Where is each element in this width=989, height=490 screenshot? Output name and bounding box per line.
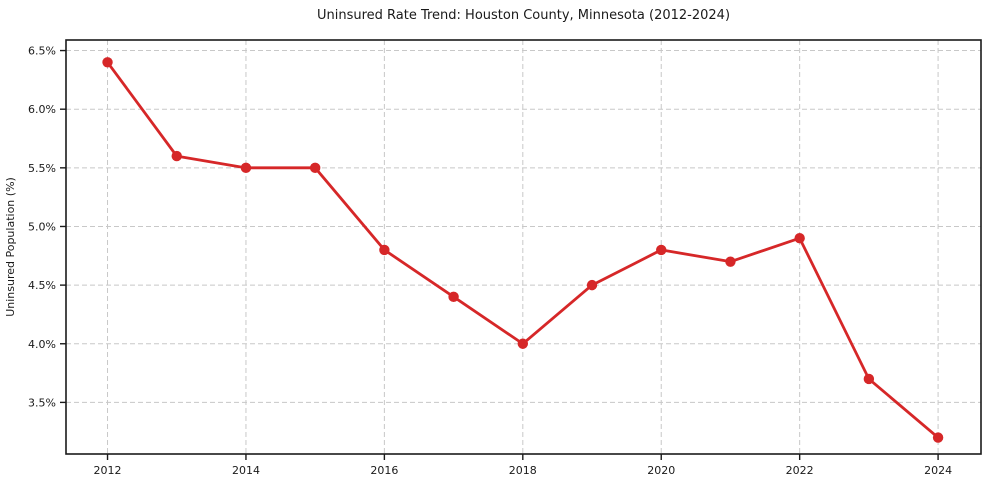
data-point: [725, 256, 736, 267]
x-tick-label: 2024: [924, 464, 952, 477]
series-layer: [102, 57, 944, 443]
plot-border: [65, 39, 982, 455]
data-point: [517, 338, 529, 349]
x-tick-label: 2022: [786, 464, 814, 477]
chart-title: Uninsured Rate Trend: Houston County, Mi…: [316, 8, 731, 23]
x-tick-label: 2020: [647, 464, 675, 477]
data-point: [863, 373, 875, 385]
x-tick-label: 2012: [94, 464, 122, 477]
data-point: [448, 291, 459, 303]
grid-layer: [66, 40, 981, 454]
data-point: [309, 162, 321, 174]
y-tick-label: 5.0%: [28, 220, 56, 233]
data-point: [794, 233, 805, 244]
data-point: [171, 150, 182, 162]
y-tick-label: 4.0%: [28, 338, 56, 351]
x-tick-label: 2016: [370, 464, 398, 477]
data-point: [240, 162, 252, 174]
y-tick-label: 6.0%: [28, 103, 56, 116]
axis-layer: 3.5% 4.0% 4.5% 5.0% 5.5% 6.0% 6.5% 2012 2014 2016…: [28, 39, 982, 477]
y-axis-label: Uninsured Population (%): [4, 177, 17, 317]
data-point: [379, 244, 390, 256]
data-point: [932, 432, 944, 443]
x-tick-label: 2014: [232, 464, 260, 477]
y-tick-label: 5.5%: [28, 162, 56, 175]
data-point: [102, 57, 113, 68]
y-tick-label: 6.5%: [28, 45, 56, 58]
data-point: [586, 279, 598, 291]
y-tick-label: 4.5%: [28, 279, 56, 292]
data-point: [656, 244, 667, 256]
y-tick-label: 3.5%: [28, 396, 56, 409]
x-tick-label: 2018: [509, 464, 537, 477]
